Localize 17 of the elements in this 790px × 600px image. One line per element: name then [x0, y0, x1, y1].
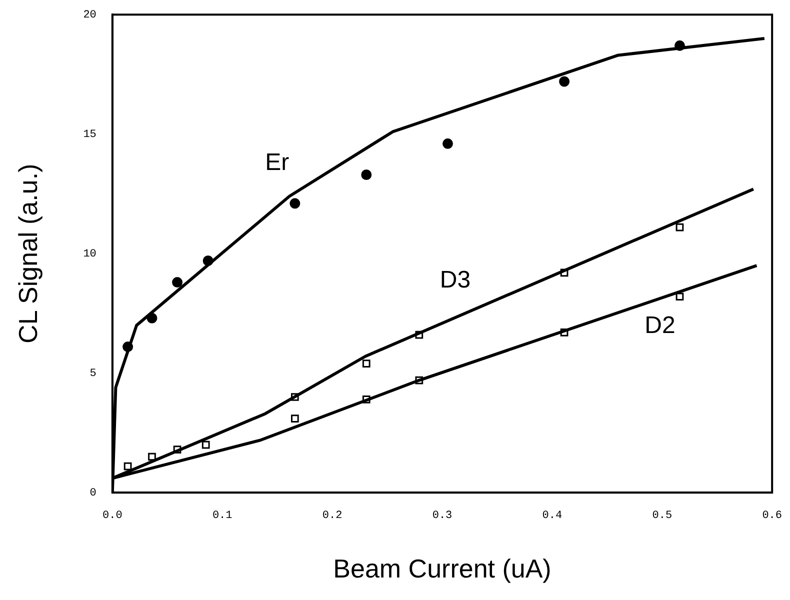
x-tick-label: 0.2: [322, 510, 342, 522]
x-tick-label: 0.6: [762, 510, 782, 522]
y-axis-title: CL Signal (a.u.): [12, 164, 43, 344]
x-axis-title: Beam Current (uA): [333, 554, 552, 584]
y-tick-label: 20: [83, 10, 96, 22]
series-label: Er: [265, 149, 290, 176]
x-tick-label: 0.4: [542, 510, 562, 522]
y-tick-label: 15: [83, 129, 96, 142]
series-label: D2: [644, 312, 676, 340]
x-tick-label: 0.3: [432, 510, 452, 522]
y-tick-label: 0: [90, 488, 96, 500]
x-tick-label: 0.0: [102, 510, 122, 522]
x-tick-label: 0.1: [212, 510, 233, 522]
y-tick-label: 10: [83, 248, 96, 261]
series-label: D3: [440, 266, 471, 294]
x-tick-label: 0.5: [652, 510, 672, 522]
y-tick-label: 5: [90, 368, 96, 380]
